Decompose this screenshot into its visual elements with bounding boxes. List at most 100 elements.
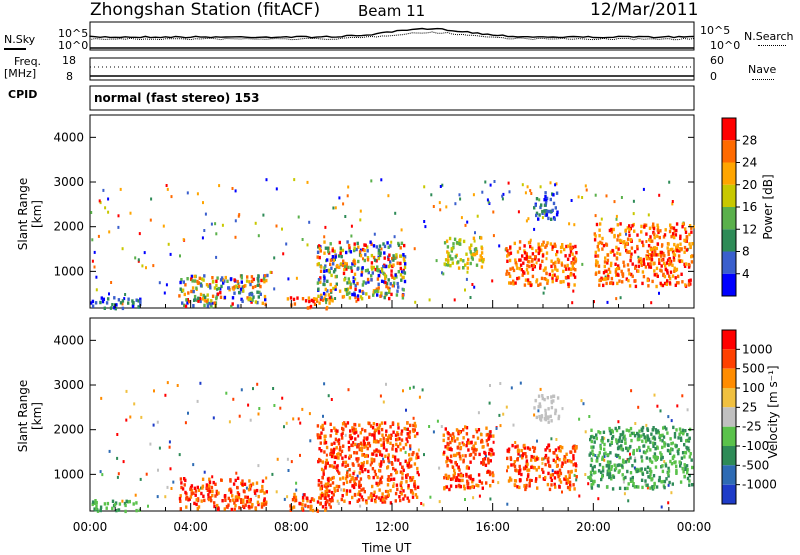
- data-cell: [203, 470, 206, 474]
- data-cell: [569, 484, 572, 488]
- data-cell: [552, 394, 555, 398]
- data-cell: [535, 280, 538, 284]
- data-cell: [629, 452, 631, 456]
- data-cell: [181, 288, 185, 292]
- data-cell: [248, 280, 251, 284]
- data-cell: [432, 430, 435, 434]
- data-cell: [456, 445, 460, 449]
- data-cell: [334, 297, 337, 300]
- data-cell: [507, 181, 510, 185]
- data-cell: [390, 461, 393, 465]
- data-cell: [401, 476, 404, 480]
- data-cell: [529, 244, 532, 249]
- data-cell: [469, 476, 472, 481]
- data-cell: [614, 453, 618, 457]
- data-cell: [331, 255, 335, 259]
- data-cell: [526, 477, 529, 482]
- data-cell: [331, 496, 334, 500]
- data-cell: [364, 243, 367, 247]
- data-cell: [369, 424, 373, 428]
- data-cell: [382, 457, 385, 461]
- data-cell: [629, 444, 632, 449]
- data-cell: [357, 492, 360, 496]
- data-cell: [232, 482, 236, 486]
- colorbar-segment: [722, 207, 736, 230]
- data-cell: [472, 496, 475, 500]
- data-cell: [662, 261, 666, 266]
- data-cell: [335, 484, 338, 489]
- data-cell: [519, 468, 522, 472]
- data-cell: [202, 278, 205, 282]
- data-cell: [660, 480, 663, 484]
- data-cell: [344, 215, 347, 218]
- data-cell: [323, 484, 326, 488]
- data-cell: [383, 500, 387, 504]
- data-cell: [344, 454, 347, 459]
- data-cell: [691, 483, 694, 487]
- data-cell: [614, 426, 617, 431]
- data-cell: [406, 473, 409, 477]
- data-cell: [537, 251, 540, 256]
- data-cell: [325, 269, 329, 273]
- data-cell: [656, 223, 659, 227]
- data-cell: [516, 266, 519, 270]
- data-cell: [601, 457, 604, 461]
- data-cell: [385, 438, 388, 442]
- data-cell: [544, 455, 547, 460]
- data-cell: [334, 287, 337, 291]
- data-cell: [671, 202, 674, 206]
- data-cell: [623, 437, 627, 441]
- data-cell: [380, 443, 383, 447]
- data-cell: [535, 261, 538, 265]
- data-cell: [406, 463, 409, 468]
- data-cell: [394, 433, 398, 437]
- data-cell: [447, 447, 450, 451]
- data-cell: [469, 460, 472, 464]
- data-cell: [109, 306, 113, 310]
- data-cell: [617, 453, 620, 458]
- data-cell: [387, 456, 390, 460]
- data-cell: [345, 250, 348, 255]
- colorbar-tick-label: -500: [742, 458, 769, 472]
- data-cell: [445, 460, 448, 464]
- data-cell: [333, 426, 336, 430]
- data-cell: [347, 265, 350, 270]
- data-cell: [687, 446, 690, 450]
- data-cell: [656, 404, 659, 408]
- data-cell: [465, 443, 468, 448]
- data-cell: [629, 433, 632, 437]
- data-cell: [339, 453, 342, 457]
- data-cell: [166, 381, 169, 385]
- data-cell: [684, 262, 688, 266]
- data-cell: [324, 225, 327, 229]
- data-cell: [669, 223, 672, 227]
- data-cell: [452, 453, 456, 458]
- data-cell: [412, 385, 415, 389]
- data-cell: [220, 276, 224, 280]
- data-cell: [382, 400, 385, 404]
- data-cell: [642, 274, 646, 279]
- data-cell: [539, 404, 542, 409]
- data-cell: [324, 506, 328, 511]
- colorbar-segment: [722, 388, 736, 408]
- data-cell: [163, 291, 166, 295]
- data-cell: [361, 266, 364, 270]
- data-cell: [545, 198, 548, 203]
- data-cell: [324, 246, 328, 250]
- data-cell: [632, 199, 635, 203]
- data-cell: [473, 252, 477, 257]
- data-cell: [220, 478, 223, 482]
- data-cell: [306, 306, 310, 310]
- data-cell: [474, 247, 478, 251]
- data-cell: [141, 264, 144, 268]
- data-cell: [386, 241, 389, 245]
- data-cell: [378, 480, 382, 484]
- data-cell: [179, 254, 181, 258]
- freq-unit: [MHz]: [4, 67, 37, 80]
- data-cell: [459, 484, 462, 489]
- data-cell: [467, 441, 470, 445]
- data-cell: [402, 253, 405, 257]
- data-cell: [444, 427, 447, 431]
- data-cell: [127, 297, 130, 301]
- data-cell: [184, 490, 187, 495]
